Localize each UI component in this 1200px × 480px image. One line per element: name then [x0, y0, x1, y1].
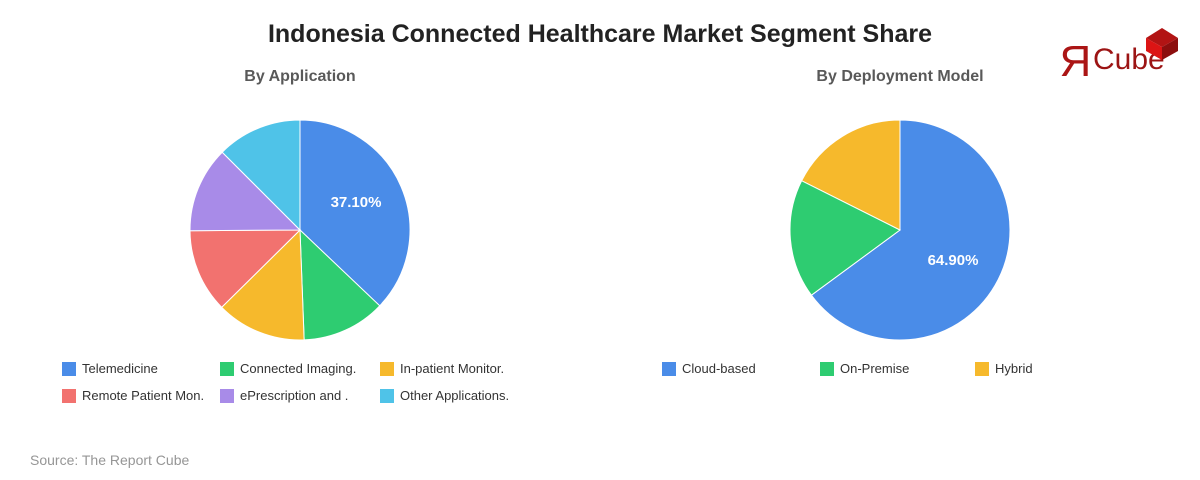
- svg-text:37.10%: 37.10%: [331, 194, 382, 211]
- svg-text:64.90%: 64.90%: [928, 252, 979, 269]
- svg-text:Я: Я: [1060, 37, 1092, 86]
